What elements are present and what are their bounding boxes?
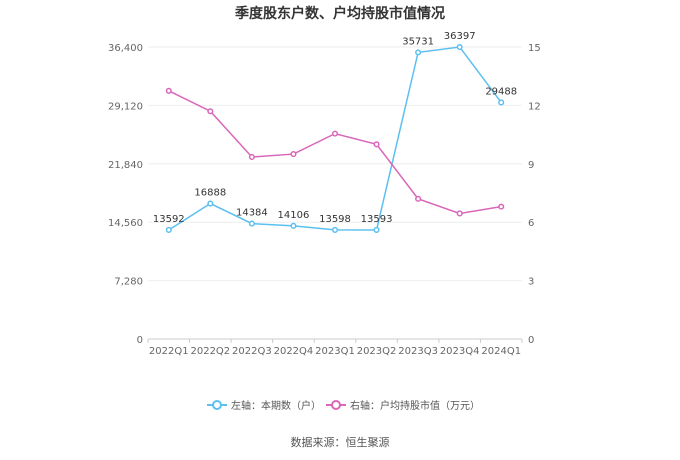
- legend[interactable]: 左轴：本期数（户） 右轴：户均持股市值（万元）: [207, 399, 480, 412]
- x-axis: 2022Q1 2022Q2 2022Q3 2022Q4 2023Q1 2023Q2 2023…: [147, 339, 523, 357]
- legend-label-left-series: 左轴：本期数（户）: [231, 399, 321, 412]
- right-tick-label: 6: [528, 218, 534, 229]
- data-point-left[interactable]: [498, 99, 505, 106]
- data-point-right[interactable]: [498, 203, 505, 210]
- x-tick-label: 2023Q1: [315, 346, 355, 357]
- x-tick-label: 2022Q4: [274, 346, 314, 357]
- grid: [148, 46, 522, 340]
- right-tick-label: 15: [528, 43, 541, 54]
- x-tick-label: 2023Q2: [357, 346, 397, 357]
- right-tick-label: 0: [528, 335, 534, 346]
- left-axis: 0 7,280 14,560 21,840 29,120 36,400: [108, 43, 143, 346]
- data-point-left[interactable]: [165, 226, 172, 234]
- right-tick-label: 9: [528, 160, 534, 171]
- data-point-right[interactable]: [373, 141, 380, 148]
- data-label: 35731: [402, 36, 434, 47]
- data-point-left[interactable]: [456, 43, 463, 51]
- data-source: 数据来源：恒生聚源: [291, 435, 390, 449]
- series-line-left: [168, 46, 502, 231]
- x-tick-label: 2023Q4: [440, 346, 480, 357]
- data-label: 36397: [444, 31, 476, 42]
- legend-label-right-series: 右轴：户均持股市值（万元）: [350, 399, 480, 412]
- data-label: 29488: [485, 86, 517, 97]
- data-label: 13592: [153, 214, 185, 225]
- data-point-left[interactable]: [331, 226, 339, 233]
- legend-marker: [212, 400, 222, 410]
- data-point-right[interactable]: [331, 130, 339, 137]
- data-point-right[interactable]: [415, 195, 422, 202]
- right-tick-label: 3: [528, 277, 534, 288]
- legend-item-left-series[interactable]: 左轴：本期数（户）: [207, 399, 321, 412]
- right-axis: 0 3 6 9 12 15: [528, 43, 541, 346]
- x-tick-label: 2022Q1: [149, 346, 189, 357]
- series-layer: 13592 16888 14384 14106 13598 13593 35731 36397…: [153, 31, 517, 234]
- data-point-left[interactable]: [207, 200, 214, 207]
- x-tick-label: 2022Q3: [232, 346, 272, 357]
- data-point-right[interactable]: [456, 210, 463, 217]
- data-label: 13593: [361, 214, 393, 225]
- left-tick-label: 7,280: [114, 277, 143, 288]
- x-tick-label: 2022Q2: [190, 346, 230, 357]
- chart-title: 季度股东户数、户均持股市值情况: [234, 5, 445, 22]
- x-tick-label: 2023Q3: [398, 346, 438, 357]
- data-point-left[interactable]: [415, 49, 422, 56]
- legend-marker: [331, 400, 341, 410]
- data-label: 14106: [278, 210, 310, 221]
- right-tick-label: 12: [528, 101, 541, 112]
- left-tick-label: 21,840: [108, 160, 143, 171]
- left-tick-label: 14,560: [108, 218, 143, 229]
- x-tick-label: 2024Q1: [481, 346, 521, 357]
- data-label: 14384: [236, 208, 268, 219]
- data-point-left[interactable]: [290, 222, 297, 229]
- data-label: 16888: [194, 188, 226, 199]
- data-label: 13598: [319, 214, 351, 225]
- data-point-right[interactable]: [207, 108, 214, 115]
- legend-item-right-series[interactable]: 右轴：户均持股市值（万元）: [326, 399, 480, 412]
- left-tick-label: 36,400: [108, 43, 143, 54]
- left-tick-label: 0: [137, 335, 143, 346]
- data-point-right[interactable]: [290, 151, 297, 158]
- data-point-right[interactable]: [248, 153, 255, 161]
- left-tick-label: 29,120: [108, 101, 143, 112]
- data-point-left[interactable]: [373, 226, 380, 234]
- data-point-left[interactable]: [248, 220, 255, 227]
- data-point-right[interactable]: [165, 87, 172, 94]
